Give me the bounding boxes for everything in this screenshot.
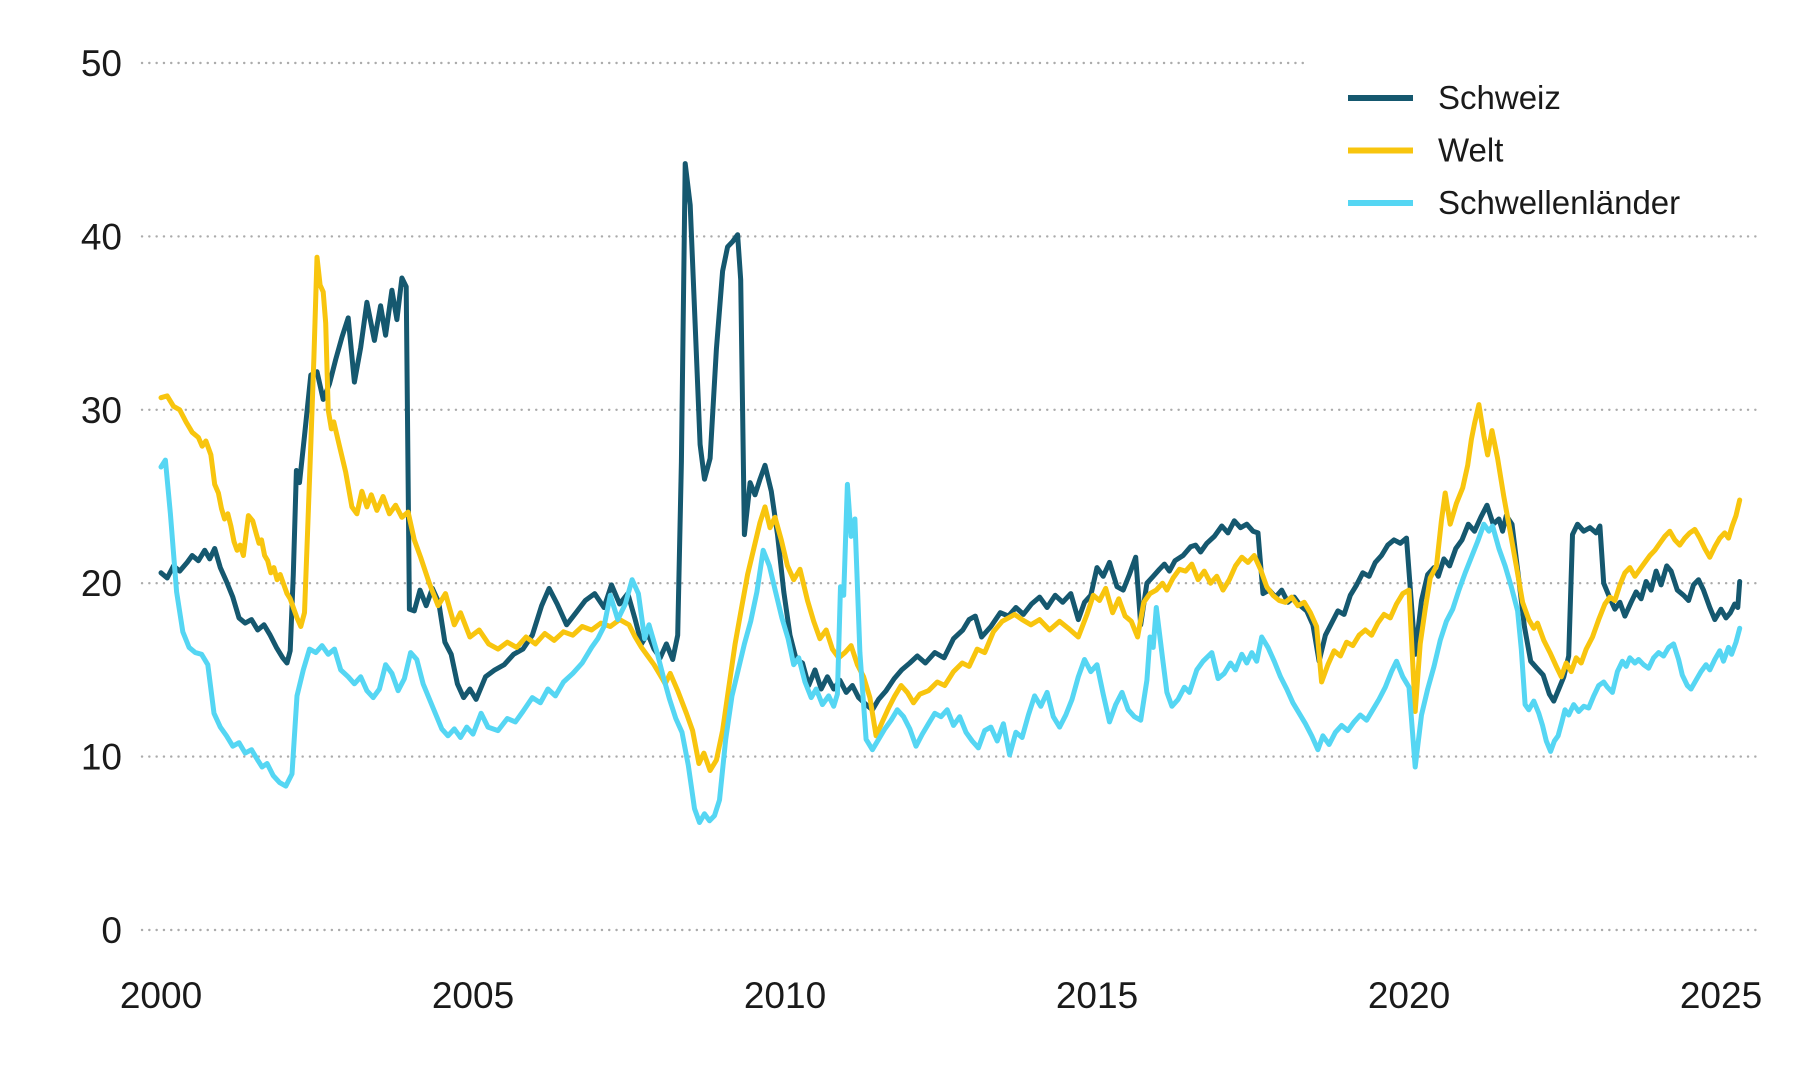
legend-label-schweiz: Schweiz [1438, 79, 1561, 116]
y-tick-label: 20 [81, 563, 122, 604]
y-tick-label: 40 [81, 216, 122, 257]
legend-item-schweiz: Schweiz [1348, 79, 1561, 116]
y-tick-label: 30 [81, 390, 122, 431]
x-tick-label: 2000 [120, 975, 202, 1016]
legend: Schweiz Welt Schwellenländer [1306, 45, 1800, 230]
y-axis-labels: 0 10 20 30 40 50 [81, 43, 122, 951]
y-tick-label: 10 [81, 737, 122, 778]
series-line-welt [158, 254, 1743, 773]
legend-label-welt: Welt [1438, 132, 1503, 169]
x-axis-labels: 2000 2005 2010 2015 2020 2025 [120, 975, 1762, 1016]
x-tick-label: 2015 [1056, 975, 1138, 1016]
x-tick-label: 2020 [1368, 975, 1450, 1016]
y-tick-label: 0 [101, 910, 122, 951]
x-tick-label: 2025 [1680, 975, 1762, 1016]
legend-item-schwellenlaender: Schwellenländer [1348, 184, 1680, 221]
series-lines [158, 161, 1743, 825]
series-line-schweiz [158, 161, 1743, 713]
y-tick-label: 50 [81, 43, 122, 84]
legend-item-welt: Welt [1348, 132, 1503, 169]
series-line-schwellenlaender [158, 457, 1743, 825]
gridlines [140, 61, 1764, 932]
legend-label-schwellenlaender: Schwellenländer [1438, 184, 1680, 221]
x-tick-label: 2010 [744, 975, 826, 1016]
legend-backdrop [1306, 45, 1800, 230]
x-tick-label: 2005 [432, 975, 514, 1016]
